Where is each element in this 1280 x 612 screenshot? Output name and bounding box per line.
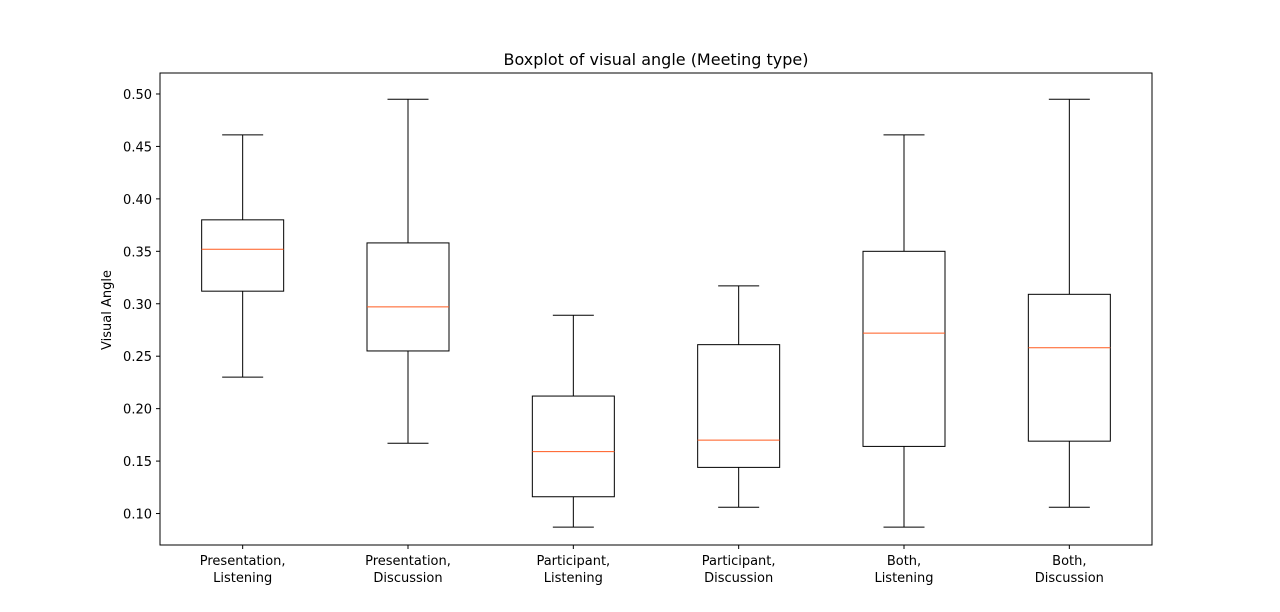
y-tick-label: 0.10	[123, 508, 152, 523]
y-tick-label: 0.25	[123, 350, 152, 365]
box-group	[366, 98, 450, 444]
x-tick-label: Presentation, Discussion	[365, 554, 451, 586]
y-tick-label: 0.15	[123, 455, 152, 470]
y-tick-label: 0.50	[123, 88, 152, 103]
x-tick-label: Both, Listening	[874, 554, 933, 586]
x-axis: Presentation, Listening Presentation, Discu…	[200, 545, 1104, 586]
box-series	[201, 98, 1111, 528]
box-group	[862, 134, 946, 528]
plot-area-frame	[159, 72, 1153, 546]
iqr-box	[366, 242, 450, 352]
y-tick-label: 0.35	[123, 245, 152, 260]
x-tick-label: Participant, Discussion	[702, 554, 776, 586]
iqr-box	[697, 344, 781, 468]
x-tick-label: Participant, Listening	[536, 554, 610, 586]
iqr-box	[862, 250, 946, 447]
y-tick-label: 0.40	[123, 193, 152, 208]
chart-title: Boxplot of visual angle (Meeting type)	[503, 50, 808, 69]
iqr-box	[201, 219, 285, 292]
x-tick-label: Both, Discussion	[1035, 554, 1104, 586]
iqr-box	[531, 395, 615, 498]
y-axis-label: Visual Angle	[100, 270, 115, 350]
y-tick-label: 0.45	[123, 140, 152, 155]
box-group	[531, 314, 615, 528]
y-tick-label: 0.20	[123, 403, 152, 418]
box-group	[1027, 98, 1111, 508]
iqr-box	[1027, 293, 1111, 442]
y-axis: 0.10 0.15 0.20 0.25 0.30 0.35 0.40 0.45 0.50	[123, 88, 160, 523]
box-group	[697, 285, 781, 508]
y-tick-label: 0.30	[123, 298, 152, 313]
box-group	[201, 134, 285, 378]
x-tick-label: Presentation, Listening	[200, 554, 286, 586]
